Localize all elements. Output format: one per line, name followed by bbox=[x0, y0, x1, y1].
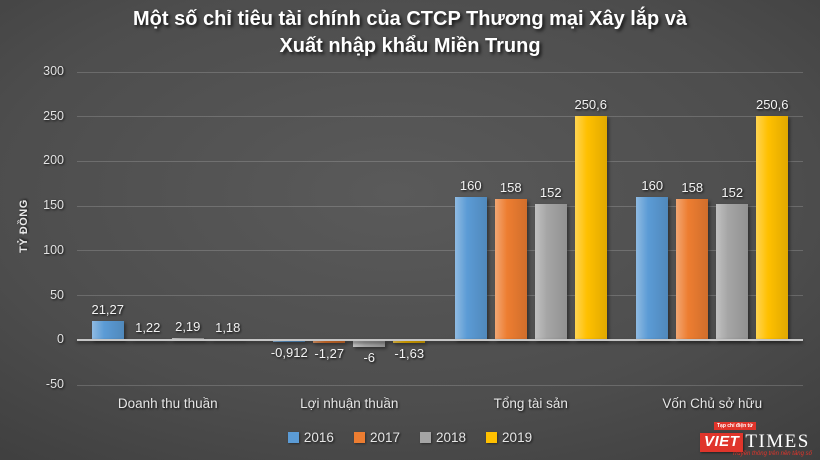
bar-2016-1 bbox=[273, 341, 306, 343]
bar-2019-2 bbox=[574, 116, 607, 341]
bar-value-label: 21,27 bbox=[91, 302, 125, 318]
logo-tagline-top: Tạp chí điện tử bbox=[714, 422, 756, 430]
bar-2018-2 bbox=[534, 204, 567, 341]
y-axis-tick-label: 100 bbox=[43, 242, 64, 257]
bar-value-label: -6 bbox=[363, 349, 376, 365]
bar-value-label: -1,63 bbox=[394, 345, 425, 361]
y-axis-tick-label: 50 bbox=[50, 287, 64, 302]
bar-value-label: 2,19 bbox=[175, 319, 201, 335]
legend-swatch-2017 bbox=[353, 432, 365, 443]
legend-swatch-2019 bbox=[486, 432, 498, 443]
gridline bbox=[77, 250, 803, 252]
bar-2017-2 bbox=[494, 199, 527, 341]
bar-2016-0 bbox=[91, 321, 124, 341]
bar-value-label: -0,912 bbox=[270, 345, 308, 361]
legend: 2016 2017 2018 2019 bbox=[0, 430, 820, 445]
y-axis-tick-label: 150 bbox=[43, 198, 64, 213]
x-axis-line bbox=[77, 339, 803, 342]
bar-value-label: 1,18 bbox=[215, 320, 241, 336]
y-axis-tick-label: 300 bbox=[43, 64, 64, 78]
legend-item-2017: 2017 bbox=[353, 430, 400, 445]
y-axis-tick-label: 250 bbox=[43, 108, 64, 123]
chart-title-line-2: Xuất nhập khẩu Miền Trung bbox=[279, 35, 541, 57]
bar-2018-1 bbox=[353, 341, 386, 347]
legend-label-2017: 2017 bbox=[369, 430, 400, 445]
category-label: Vốn Chủ sở hữu bbox=[662, 396, 763, 411]
legend-item-2019: 2019 bbox=[486, 430, 532, 445]
gridline bbox=[77, 160, 803, 162]
bar-value-label: 250,6 bbox=[574, 97, 608, 113]
gridline bbox=[77, 384, 803, 386]
legend-item-2016: 2016 bbox=[287, 430, 334, 445]
y-axis-tick-label: -50 bbox=[45, 377, 64, 392]
bar-value-label: 158 bbox=[499, 180, 522, 196]
legend-label-2018: 2018 bbox=[436, 430, 467, 445]
legend-item-2018: 2018 bbox=[420, 430, 466, 445]
bar-2019-1 bbox=[393, 341, 426, 343]
bar-value-label: 1,22 bbox=[135, 320, 161, 336]
logo-tagline-bottom: Truyền thông trên nền tảng số bbox=[732, 451, 812, 457]
gridline bbox=[77, 205, 803, 207]
legend-label-2019: 2019 bbox=[502, 430, 533, 445]
legend-swatch-2018 bbox=[420, 432, 431, 443]
bar-2018-3 bbox=[716, 204, 749, 341]
bar-value-label: 158 bbox=[681, 180, 704, 196]
bar-2019-3 bbox=[756, 116, 789, 341]
gridline bbox=[77, 295, 803, 297]
bar-value-label: 152 bbox=[721, 185, 744, 201]
bar-value-label: 152 bbox=[539, 185, 562, 201]
bar-2017-3 bbox=[676, 199, 709, 341]
bar-2016-2 bbox=[454, 197, 487, 341]
bar-value-label: -1,27 bbox=[314, 345, 345, 361]
chart-title-line-1: Một số chỉ tiêu tài chính của CTCP Thươn… bbox=[133, 8, 687, 30]
y-axis-tick-label: 0 bbox=[57, 332, 64, 347]
gridline bbox=[77, 71, 803, 73]
bar-value-label: 160 bbox=[641, 178, 664, 194]
chart-title: Một số chỉ tiêu tài chính của CTCP Thươn… bbox=[0, 6, 820, 60]
viettimes-logo: Tạp chí điện tử VIET TIMES Truyền thông … bbox=[700, 414, 812, 457]
logo-times-text: TIMES bbox=[745, 431, 810, 452]
logo-viet-text: VIET bbox=[700, 432, 744, 452]
bar-2017-1 bbox=[313, 341, 346, 343]
gridline bbox=[77, 116, 803, 118]
category-label: Doanh thu thuần bbox=[117, 396, 218, 411]
logo-brand: VIET TIMES bbox=[700, 431, 812, 453]
category-label: Tổng tài sản bbox=[493, 396, 568, 411]
y-axis-tick-label: 200 bbox=[43, 153, 64, 168]
bar-value-label: 250,6 bbox=[755, 97, 789, 113]
category-label: Lợi nhuận thuần bbox=[300, 396, 399, 411]
bar-2016-3 bbox=[636, 197, 669, 341]
legend-label-2016: 2016 bbox=[303, 430, 334, 445]
legend-swatch-2016 bbox=[287, 432, 299, 443]
bar-value-label: 160 bbox=[459, 178, 482, 194]
